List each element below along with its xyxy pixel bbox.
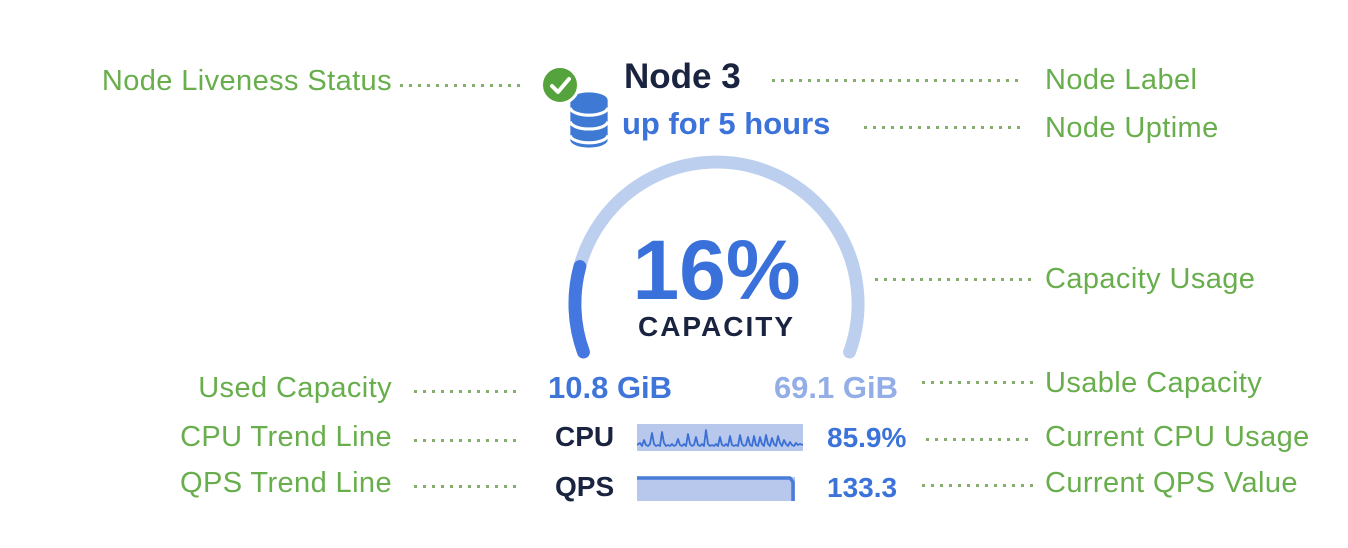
- callout-node-liveness-status: Node Liveness Status: [101, 65, 392, 97]
- callout-current-qps-value: Current QPS Value: [1045, 467, 1298, 499]
- qps-trend-chart: [637, 476, 795, 501]
- leader-line: [875, 278, 1033, 281]
- cpu-usage-value: 85.9%: [827, 422, 907, 453]
- callout-usable-capacity: Usable Capacity: [1045, 367, 1263, 399]
- leader-line: [414, 485, 522, 488]
- callout-used-capacity: Used Capacity: [198, 372, 392, 404]
- qps-label: QPS: [555, 471, 615, 502]
- leader-line: [400, 84, 522, 87]
- cpu-label: CPU: [555, 421, 615, 452]
- used-capacity-value: 10.8 GiB: [548, 370, 673, 405]
- leader-line: [922, 484, 1034, 487]
- leader-line: [922, 381, 1034, 384]
- callout-current-cpu-usage: Current CPU Usage: [1045, 421, 1310, 453]
- leader-line: [864, 126, 1024, 129]
- node-label: Node 3: [624, 57, 741, 96]
- callout-cpu-trend-line: CPU Trend Line: [180, 421, 392, 453]
- database-icon: [563, 91, 615, 149]
- usable-capacity-value: 69.1 GiB: [773, 370, 898, 405]
- capacity-usage-percent: 16%: [632, 223, 801, 317]
- node-uptime: up for 5 hours: [622, 106, 831, 141]
- capacity-caption: CAPACITY: [637, 311, 796, 342]
- check-circle-icon: [540, 65, 580, 105]
- cpu-trend-sparkline: [637, 424, 803, 451]
- callout-node-uptime: Node Uptime: [1045, 112, 1219, 144]
- leader-line: [772, 79, 1022, 82]
- callout-node-label: Node Label: [1045, 64, 1198, 96]
- leader-line: [414, 390, 520, 393]
- callout-qps-trend-line: QPS Trend Line: [180, 467, 392, 499]
- capacity-gauge: [568, 155, 865, 359]
- leader-line: [926, 438, 1034, 441]
- leader-line: [414, 439, 522, 442]
- qps-value: 133.3: [827, 472, 898, 503]
- callout-capacity-usage: Capacity Usage: [1045, 263, 1256, 295]
